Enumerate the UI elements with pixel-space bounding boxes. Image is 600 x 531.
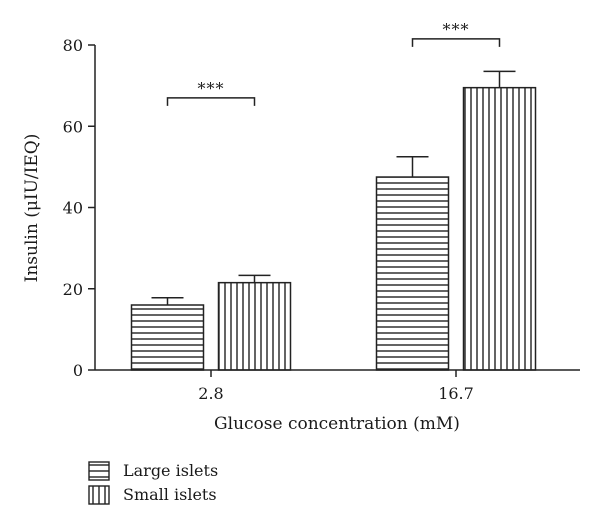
legend-item-small-islets: Small islets — [88, 485, 217, 505]
y-tick-label-40: 40 — [63, 199, 83, 218]
legend: Large islets Small islets — [88, 461, 218, 505]
legend-swatch-small-islets — [88, 485, 110, 505]
bar-large-islets-0 — [130, 304, 205, 371]
bar-large-islets-1 — [375, 176, 450, 371]
legend-label-small-islets: Small islets — [123, 485, 217, 504]
legend-label-large-islets: Large islets — [123, 461, 218, 480]
x-tick-label-1: 16.7 — [438, 384, 474, 403]
legend-swatch-large-islets — [88, 461, 110, 481]
significance-label-1: *** — [443, 20, 470, 39]
significance-bracket-0 — [166, 97, 256, 106]
significance-bracket-1 — [411, 38, 501, 47]
bars — [130, 86, 537, 371]
significance-brackets: *** *** — [166, 20, 501, 106]
y-tick-label-0: 0 — [73, 361, 83, 380]
bar-small-islets-0 — [217, 281, 292, 371]
error-bars — [151, 70, 516, 305]
x-tick-label-0: 2.8 — [198, 384, 223, 403]
bar-small-islets-1 — [462, 86, 537, 371]
x-ticks: 2.8 16.7 — [198, 370, 474, 403]
y-tick-label-60: 60 — [63, 117, 83, 136]
y-ticks: 0 20 40 60 80 — [63, 36, 95, 380]
x-axis-title: Glucose concentration (mM) — [214, 414, 460, 434]
y-tick-label-80: 80 — [63, 36, 83, 55]
legend-item-large-islets: Large islets — [88, 461, 218, 481]
y-axis-title: Insulin (μIU/IEQ) — [22, 134, 42, 283]
y-tick-label-20: 20 — [63, 280, 83, 299]
significance-label-0: *** — [198, 79, 225, 98]
